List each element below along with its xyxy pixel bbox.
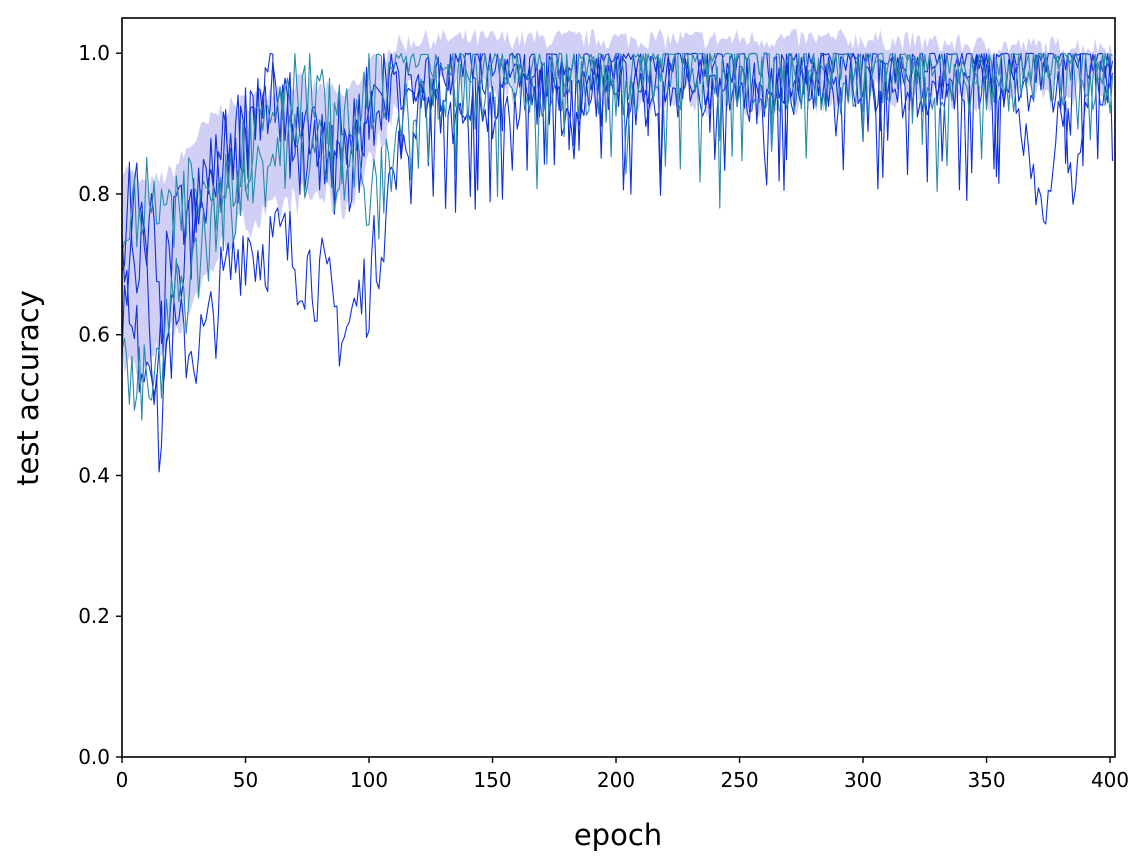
y-tick-label: 0.4: [78, 463, 110, 487]
y-axis-label: test accuracy: [11, 290, 45, 486]
y-tick-label: 0.6: [78, 323, 110, 347]
x-tick-label: 0: [116, 768, 129, 792]
x-tick-label: 200: [597, 768, 635, 792]
axes-frame: [121, 17, 1116, 758]
x-tick-label: 150: [473, 768, 511, 792]
plot-area: [122, 28, 1114, 473]
x-tick-label: 250: [720, 768, 758, 792]
y-tick-label: 0.2: [78, 604, 110, 628]
x-axis-label: epoch: [574, 818, 662, 852]
x-tick-label: 400: [1091, 768, 1129, 792]
x-tick-label: 50: [233, 768, 258, 792]
x-tick-label: 300: [844, 768, 882, 792]
spread-band: [122, 28, 1113, 385]
series-line-1: [122, 52, 1114, 396]
x-tick-label: 100: [350, 768, 388, 792]
y-tick-label: 0.0: [78, 745, 110, 769]
y-tick-label: 0.8: [78, 182, 110, 206]
axis-ticks: 0 50 100 150 200 250 300 350 400 0.0 0.2 0.4 0.6 0.8 1…: [78, 41, 1129, 792]
y-tick-label: 1.0: [78, 41, 110, 65]
series-line-4: [122, 52, 1114, 421]
x-tick-label: 350: [967, 768, 1005, 792]
series-line-5: [122, 52, 1113, 255]
